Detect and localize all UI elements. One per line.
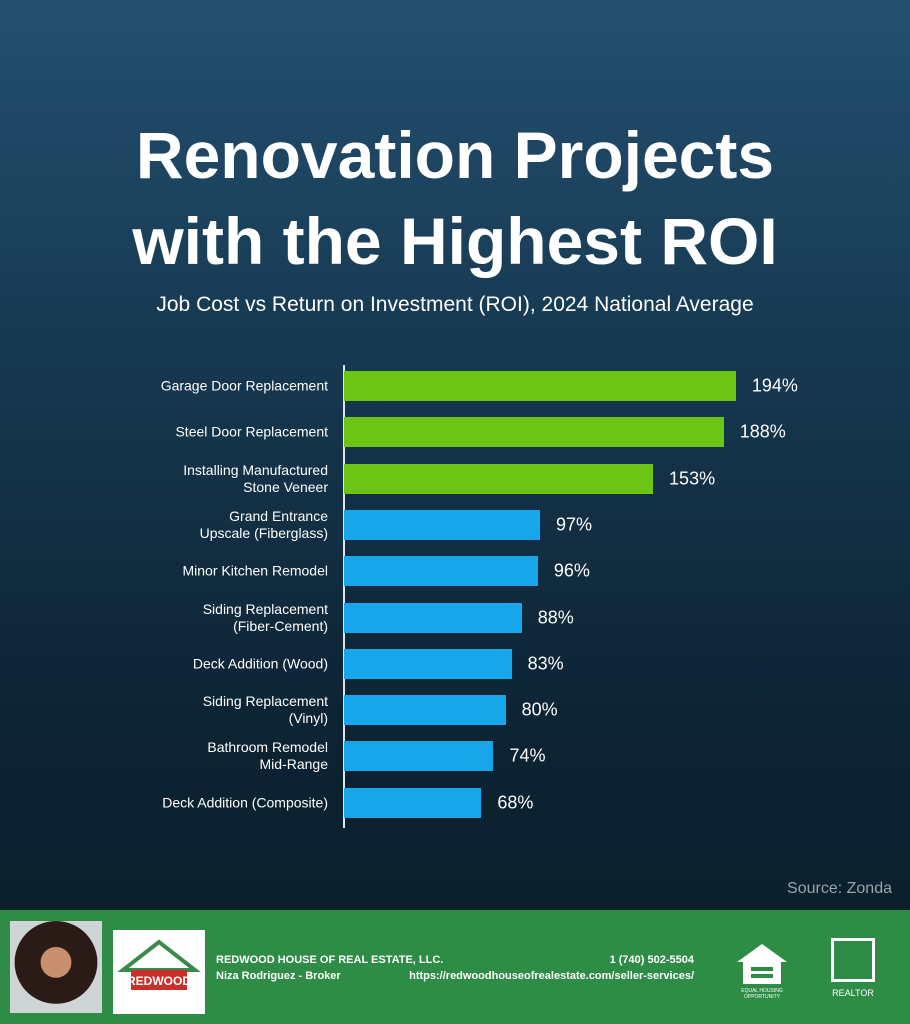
category-label: Garage Door Replacement: [160, 377, 328, 394]
equal-housing-icon: [737, 944, 787, 984]
category-label: Siding Replacement (Fiber-Cement): [202, 600, 328, 634]
company-name: REDWOOD HOUSE OF REAL ESTATE, LLC.: [216, 954, 444, 966]
source-note: Source: Zonda: [787, 880, 892, 897]
logo-graphic: [117, 939, 201, 990]
footer: REDWOOD REDWOOD HOUSE OF REAL ESTATE, LL…: [0, 910, 910, 1024]
chart-subtitle: Job Cost vs Return on Investment (ROI), …: [156, 293, 754, 316]
bar: [344, 556, 538, 587]
logo-text: REDWOOD: [127, 974, 191, 988]
phone: 1 (740) 502-5504: [609, 954, 694, 966]
value-label: 88%: [537, 607, 574, 627]
website: https://redwoodhouseofrealestate.com/sel…: [409, 970, 694, 982]
category-label: Minor Kitchen Remodel: [182, 562, 328, 579]
value-label: 68%: [497, 792, 534, 813]
value-label: 83%: [527, 653, 564, 674]
realtor-text: REALTOR: [832, 988, 874, 998]
bar: [344, 417, 724, 448]
value-label: 96%: [553, 560, 590, 581]
bar: [344, 463, 654, 494]
agent-photo: [10, 921, 102, 1013]
category-label: Steel Door Replacement: [175, 423, 328, 440]
category-label: Bathroom Remodel Mid-Range: [207, 739, 328, 773]
value-label: 188%: [739, 421, 786, 442]
value-label: 97%: [555, 514, 592, 535]
category-label: Installing Manufactured Stone Veneer: [183, 461, 328, 495]
bar: [344, 695, 506, 726]
category-label: Deck Addition (Composite): [162, 794, 328, 811]
category-label: Deck Addition (Wood): [192, 655, 328, 672]
broker-name: Niza Rodriguez - Broker: [216, 970, 341, 982]
chart-title: Renovation Projects with the Highest ROI: [132, 118, 778, 278]
category-label: Siding Replacement (Vinyl): [202, 693, 328, 727]
bar: [344, 648, 512, 679]
company-logo: REDWOOD: [113, 930, 205, 1014]
bar: [344, 509, 540, 540]
value-label: 153%: [669, 468, 716, 489]
bar: [344, 602, 522, 633]
category-label: Grand Entrance Upscale (Fiberglass): [199, 507, 328, 541]
bar: [344, 371, 736, 401]
bar: [344, 787, 482, 818]
axis-line: [343, 365, 345, 828]
realtor-icon: [831, 938, 875, 982]
value-label: 80%: [521, 699, 558, 720]
equal-housing-text: EQUAL HOUSING OPPORTUNITY: [741, 988, 783, 1000]
bar: [344, 741, 494, 772]
value-label: 74%: [509, 745, 546, 766]
value-label: 194%: [751, 375, 798, 396]
